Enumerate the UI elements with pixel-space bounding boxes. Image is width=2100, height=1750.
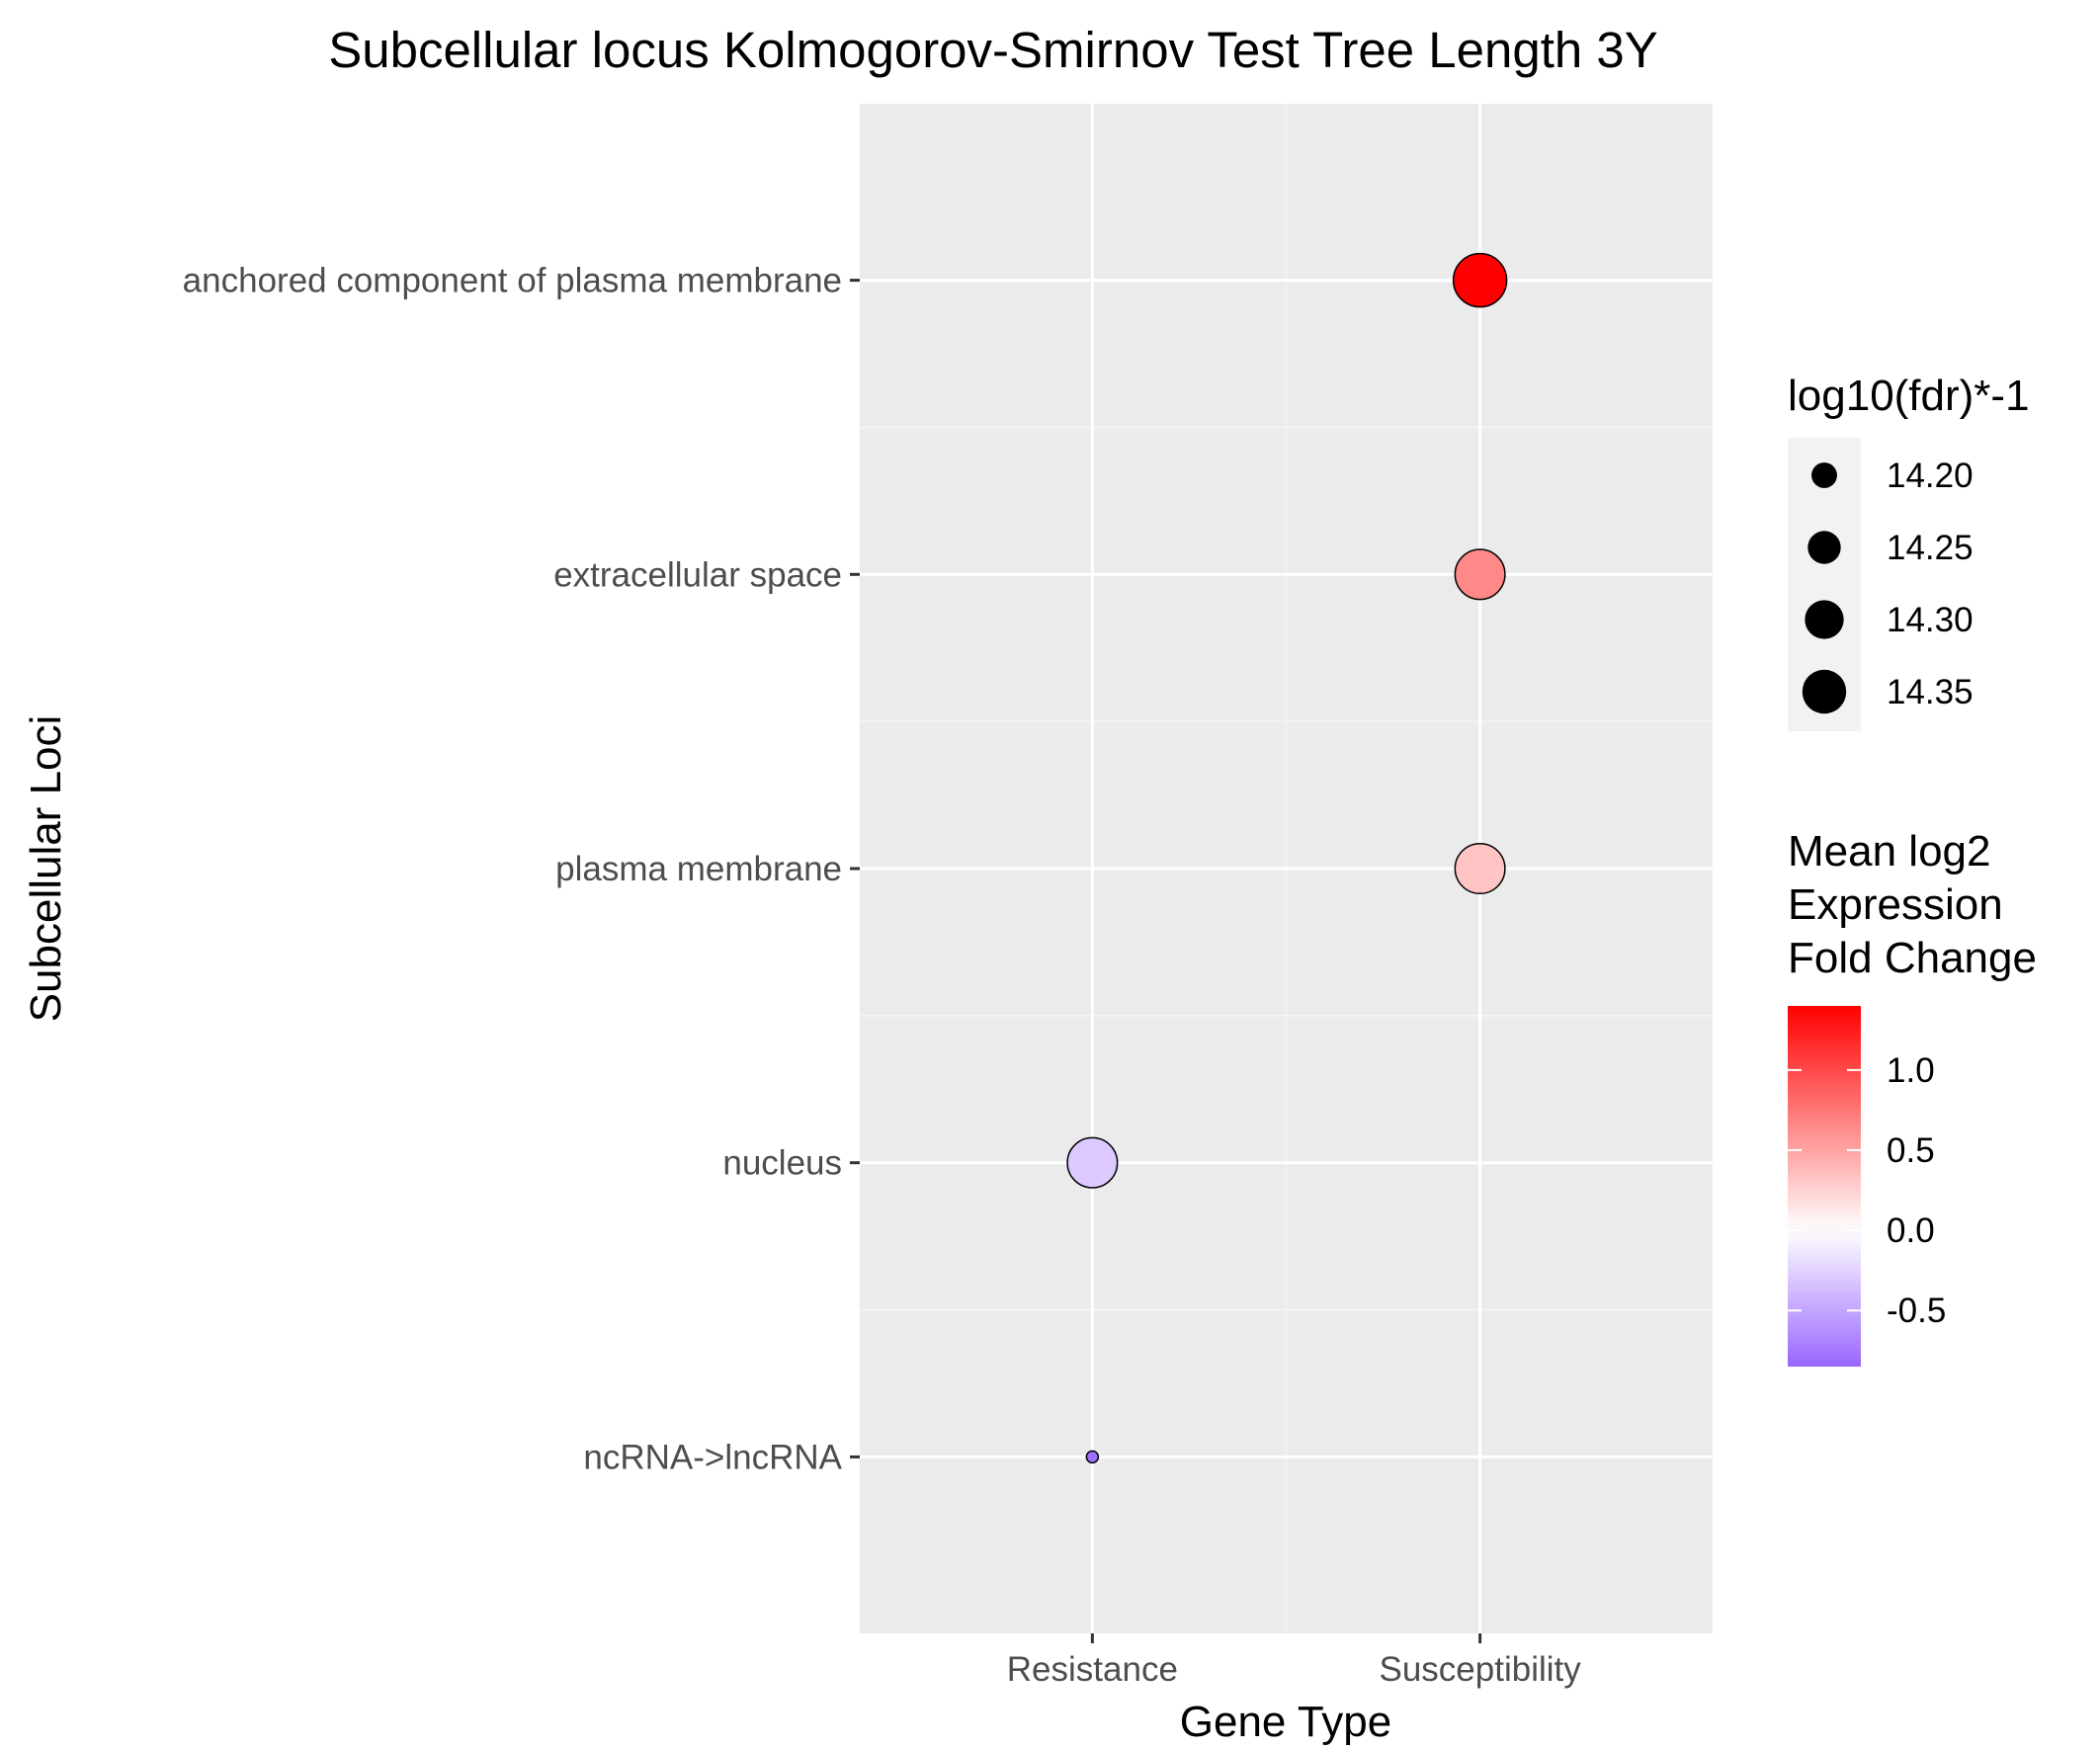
y-axis: anchored component of plasma membrane ext… (183, 262, 860, 1476)
size-legend: log10(fdr)*-1 14.20 14.25 14.30 14.35 (1788, 372, 2030, 731)
size-legend-circle-3 (1802, 669, 1847, 714)
size-legend-label-0: 14.20 (1887, 457, 1974, 495)
y-tick-label-extracellular-space: extracellular space (553, 555, 842, 594)
size-legend-circle-0 (1811, 462, 1837, 488)
size-legend-label-1: 14.25 (1887, 529, 1974, 567)
point-nucleus (1066, 1136, 1119, 1189)
size-legend-circle-1 (1807, 531, 1841, 564)
chart-title: Subcellular locus Kolmogorov-Smirnov Tes… (328, 22, 1658, 78)
y-tick-label-nucleus: nucleus (722, 1144, 842, 1183)
y-axis-title: Subcellular Loci (22, 715, 70, 1023)
colorbar-tick-label-2: 0.0 (1887, 1211, 1935, 1250)
colorbar-ticks: 1.0 0.5 0.0 -0.5 (1788, 1051, 1946, 1330)
colorbar (1788, 1006, 1861, 1367)
x-axis-title: Gene Type (1180, 1698, 1391, 1746)
size-legend-label-3: 14.35 (1887, 673, 1974, 711)
grid-lines (860, 104, 1713, 1633)
colorbar-tick-label-0: 1.0 (1887, 1051, 1935, 1090)
x-tick-label-resistance: Resistance (1007, 1650, 1178, 1689)
colorbar-tick-label-1: 0.5 (1887, 1131, 1935, 1170)
y-tick-label-plasma-membrane: plasma membrane (555, 850, 842, 888)
data-points (1066, 252, 1508, 1464)
y-tick-label-ncrna-lncrna: ncRNA->lncRNA (583, 1438, 842, 1476)
size-legend-title: log10(fdr)*-1 (1788, 372, 2030, 420)
size-legend-circle-2 (1805, 600, 1844, 639)
color-legend-title: Mean log2 Expression Fold Change (1788, 827, 2037, 982)
y-tick-label-anchored-component-of-plasma-membrane: anchored component of plasma membrane (183, 262, 842, 300)
point-ncrna-lncrna (1085, 1450, 1100, 1464)
point-plasma-membrane (1454, 842, 1506, 895)
color-legend: Mean log2 Expression Fold Change 1.0 0.5 0.0… (1788, 827, 2037, 1367)
point-anchored-component-of-plasma-membrane (1452, 252, 1508, 308)
x-axis: Resistance Susceptibility (1007, 1633, 1581, 1689)
colorbar-tick-label-3: -0.5 (1887, 1292, 1946, 1330)
point-extracellular-space (1454, 548, 1506, 601)
x-tick-label-susceptibility: Susceptibility (1380, 1650, 1582, 1689)
size-legend-keys: 14.20 14.25 14.30 14.35 (1802, 457, 1974, 714)
size-legend-label-2: 14.30 (1887, 601, 1974, 639)
